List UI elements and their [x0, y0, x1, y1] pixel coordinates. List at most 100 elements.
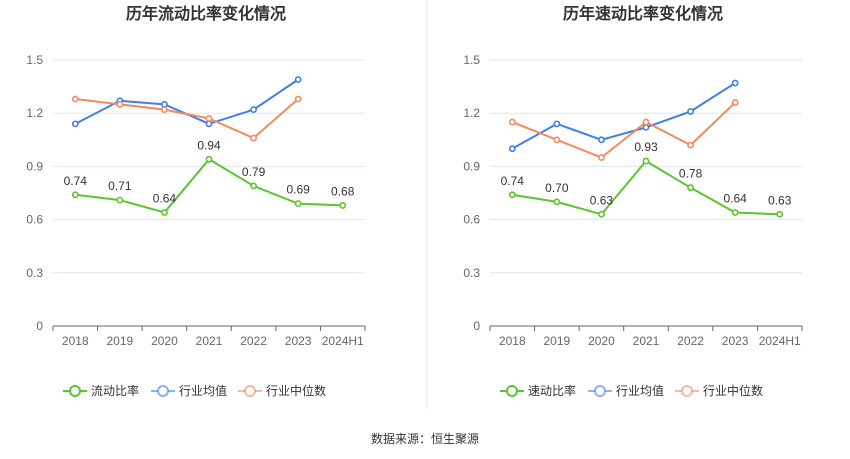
data-label: 0.64 — [153, 192, 177, 206]
data-point — [687, 184, 694, 192]
data-point — [642, 118, 650, 126]
series-line-3 — [75, 98, 299, 140]
data-point — [205, 120, 213, 128]
series-line-3 — [511, 101, 736, 159]
legend-swatch-marker — [594, 385, 606, 397]
data-point — [598, 136, 605, 144]
data-point — [116, 196, 124, 204]
legend-item-1[interactable]: 速动比率 — [500, 383, 576, 398]
data-point — [553, 198, 561, 206]
x-tick-label: 2023 — [722, 334, 749, 348]
y-tick-label: 0.3 — [26, 266, 43, 280]
x-tick-label: 2019 — [107, 334, 134, 348]
chart-title: 历年速动比率变化情况 — [563, 4, 723, 23]
data-point — [731, 79, 739, 87]
legend-label: 流动比率 — [91, 383, 139, 398]
data-point — [116, 100, 124, 108]
data-point — [161, 100, 168, 108]
y-tick-label: 1.5 — [463, 53, 480, 67]
chart-panel-2: 历年速动比率变化情况 0 0.3 0.6 0.9 1.2 1.5 2018 2019 2020 20… — [463, 4, 803, 398]
x-tick-label: 2019 — [544, 334, 571, 348]
data-point — [553, 120, 561, 128]
data-point — [205, 155, 213, 163]
chart-title: 历年流动比率变化情况 — [126, 4, 286, 23]
x-tick-label: 2024H1 — [322, 334, 364, 348]
data-point — [339, 202, 347, 209]
data-label: 0.70 — [545, 181, 569, 195]
data-point — [294, 95, 302, 103]
data-label: 0.94 — [197, 138, 221, 152]
y-tick-label: 0.6 — [26, 213, 43, 227]
legend-item-3[interactable]: 行业中位数 — [675, 383, 763, 398]
data-label: 0.79 — [242, 165, 266, 179]
legend-label: 速动比率 — [528, 383, 576, 398]
y-tick-label: 1.2 — [463, 106, 480, 120]
y-tick-label: 0.9 — [463, 159, 480, 173]
legend-label: 行业均值 — [179, 383, 227, 398]
y-tick-label: 0.9 — [26, 159, 43, 173]
x-tick-label: 2023 — [285, 334, 312, 348]
data-point — [71, 191, 79, 199]
data-label: 0.78 — [679, 167, 703, 181]
x-tick-label: 2018 — [499, 334, 526, 348]
legend-item-3[interactable]: 行业中位数 — [238, 383, 326, 398]
data-point — [687, 141, 694, 149]
data-point — [294, 200, 302, 208]
series-line-2 — [511, 82, 736, 150]
data-label: 0.68 — [331, 184, 355, 198]
x-tick-label: 2018 — [62, 334, 89, 348]
legend-swatch-marker — [244, 385, 256, 397]
data-point — [71, 120, 79, 128]
chart-panel-1: 历年流动比率变化情况 0 0.3 0.6 0.9 1.2 1.5 2018 2019 2020 20… — [26, 4, 366, 398]
data-label: 0.74 — [501, 174, 525, 188]
data-point — [687, 108, 694, 115]
x-tick-label: 2020 — [151, 334, 178, 348]
data-label: 0.64 — [723, 192, 747, 206]
data-point — [508, 118, 516, 126]
legend-swatch-marker — [506, 385, 518, 397]
y-tick-label: 1.5 — [26, 53, 43, 67]
y-tick-label: 1.2 — [26, 106, 43, 120]
data-label: 0.63 — [590, 193, 614, 207]
x-tick-label: 2021 — [196, 334, 223, 348]
legend-swatch-marker — [157, 385, 169, 397]
data-point — [250, 106, 257, 114]
x-tick-label: 2022 — [240, 334, 267, 348]
y-tick-label: 0.6 — [463, 213, 480, 227]
data-point — [642, 123, 650, 131]
data-label: 0.71 — [108, 179, 132, 193]
data-point — [205, 115, 213, 122]
data-label: 0.69 — [286, 183, 310, 197]
data-point — [598, 154, 605, 161]
data-point — [508, 191, 516, 199]
legend-item-2[interactable]: 行业均值 — [151, 383, 227, 398]
legend-swatch-marker — [681, 385, 693, 397]
legend-item-1[interactable]: 流动比率 — [63, 383, 139, 398]
y-tick-label: 0.3 — [463, 266, 480, 280]
data-point — [776, 210, 784, 218]
data-point — [642, 157, 650, 165]
data-point — [731, 209, 739, 216]
y-tick-label: 0 — [36, 319, 43, 333]
x-tick-label: 2022 — [677, 334, 704, 348]
data-label: 0.74 — [64, 174, 88, 188]
legend-item-2[interactable]: 行业均值 — [588, 383, 664, 398]
x-tick-label: 2024H1 — [759, 334, 801, 348]
legend-label: 行业中位数 — [266, 383, 326, 398]
legend-label: 行业中位数 — [703, 383, 763, 398]
data-point — [250, 134, 257, 142]
data-label: 0.63 — [768, 193, 792, 207]
data-point — [161, 106, 168, 114]
legend-swatch-marker — [69, 385, 81, 397]
data-point — [508, 145, 516, 153]
y-tick-label: 0 — [473, 319, 480, 333]
x-tick-label: 2020 — [588, 334, 615, 348]
data-point — [161, 209, 168, 216]
data-point — [71, 95, 79, 103]
source-note: 数据来源：恒生聚源 — [371, 431, 479, 446]
data-label: 0.93 — [634, 140, 658, 154]
legend-label: 行业均值 — [616, 383, 664, 398]
data-point — [294, 76, 302, 83]
